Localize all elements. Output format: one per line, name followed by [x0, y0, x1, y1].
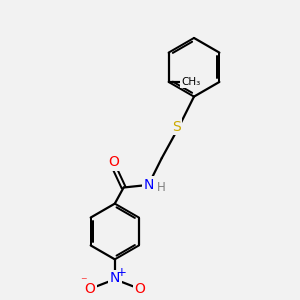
Text: H: H — [157, 181, 165, 194]
Text: N: N — [143, 178, 154, 192]
Text: ⁻: ⁻ — [80, 275, 87, 288]
Text: CH₃: CH₃ — [181, 77, 200, 87]
Text: +: + — [117, 266, 127, 279]
Text: S: S — [172, 120, 181, 134]
Text: N: N — [110, 272, 120, 285]
Text: O: O — [108, 155, 119, 169]
Text: O: O — [85, 282, 95, 296]
Text: O: O — [134, 282, 145, 296]
